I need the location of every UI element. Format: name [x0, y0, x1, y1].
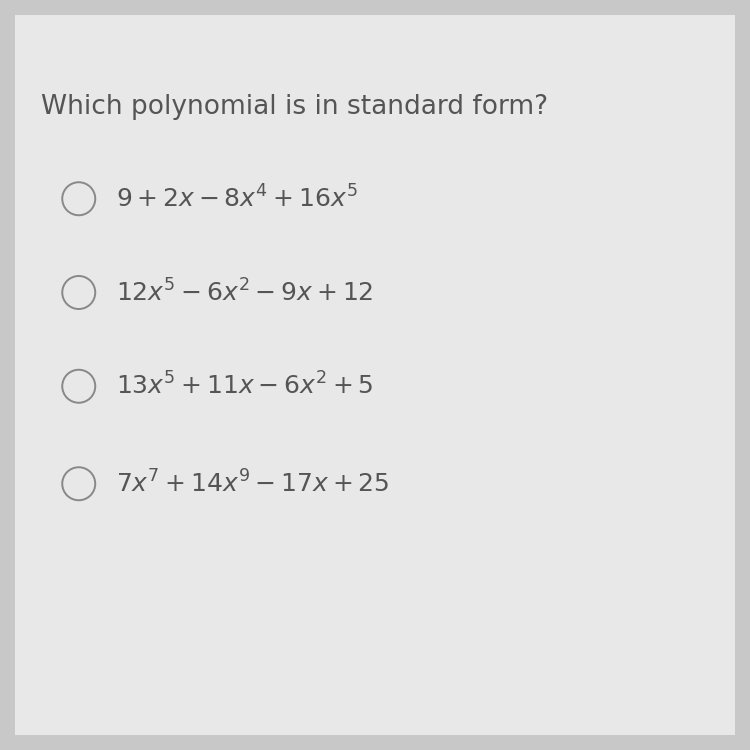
Text: $12x^5-6x^2-9x+12$: $12x^5-6x^2-9x+12$ — [116, 279, 374, 306]
Text: $9+2x-8x^4+16x^5$: $9+2x-8x^4+16x^5$ — [116, 185, 358, 212]
Text: $7x^7+14x^9-17x+25$: $7x^7+14x^9-17x+25$ — [116, 470, 390, 497]
FancyBboxPatch shape — [15, 15, 735, 735]
Text: $13x^5+11x-6x^2+5$: $13x^5+11x-6x^2+5$ — [116, 373, 374, 400]
Text: Which polynomial is in standard form?: Which polynomial is in standard form? — [41, 94, 548, 120]
